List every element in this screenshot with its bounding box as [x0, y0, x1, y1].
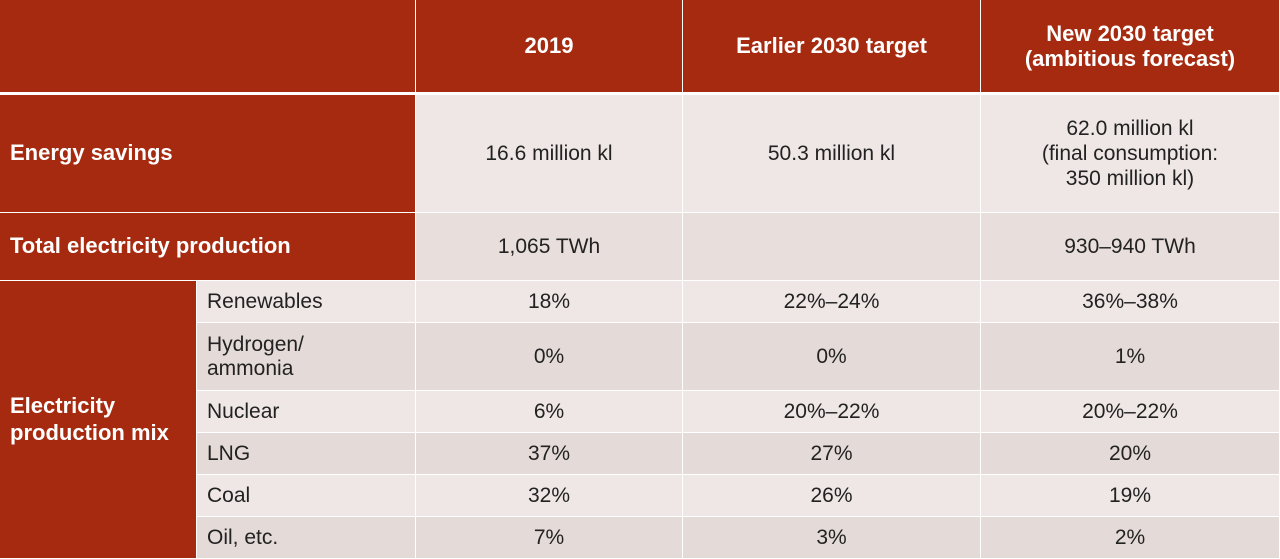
row-label-total-electricity: Total electricity production — [0, 213, 416, 281]
header-new-2030-target: New 2030 target (ambitious forecast) — [981, 0, 1280, 95]
mix-renewables-2019: 18% — [416, 281, 683, 323]
mix-lng-earlier-2030: 27% — [683, 433, 981, 475]
mix-renewables-new-2030: 36%–38% — [981, 281, 1280, 323]
mix-hydrogen-new-2030: 1% — [981, 323, 1280, 391]
mix-label-oil: Oil, etc. — [197, 517, 416, 559]
total-electricity-2019: 1,065 TWh — [416, 213, 683, 281]
header-2019: 2019 — [416, 0, 683, 95]
mix-oil-earlier-2030: 3% — [683, 517, 981, 559]
mix-oil-2019: 7% — [416, 517, 683, 559]
total-electricity-new-2030: 930–940 TWh — [981, 213, 1280, 281]
mix-lng-2019: 37% — [416, 433, 683, 475]
mix-hydrogen-2019: 0% — [416, 323, 683, 391]
row-label-energy-savings: Energy savings — [0, 95, 416, 213]
energy-savings-2019: 16.6 million kl — [416, 95, 683, 213]
row-label-electricity-mix: Electricity production mix — [0, 281, 197, 559]
header-earlier-2030-target: Earlier 2030 target — [683, 0, 981, 95]
header-empty-cell — [0, 0, 416, 95]
mix-label-nuclear: Nuclear — [197, 391, 416, 433]
mix-lng-new-2030: 20% — [981, 433, 1280, 475]
total-electricity-earlier-2030 — [683, 213, 981, 281]
mix-hydrogen-earlier-2030: 0% — [683, 323, 981, 391]
mix-label-lng: LNG — [197, 433, 416, 475]
mix-renewables-earlier-2030: 22%–24% — [683, 281, 981, 323]
mix-nuclear-earlier-2030: 20%–22% — [683, 391, 981, 433]
mix-nuclear-2019: 6% — [416, 391, 683, 433]
mix-coal-earlier-2030: 26% — [683, 475, 981, 517]
energy-savings-new-2030: 62.0 million kl (final consumption: 350 … — [981, 95, 1280, 213]
energy-savings-earlier-2030: 50.3 million kl — [683, 95, 981, 213]
mix-nuclear-new-2030: 20%–22% — [981, 391, 1280, 433]
mix-label-hydrogen-ammonia: Hydrogen/ ammonia — [197, 323, 416, 391]
mix-oil-new-2030: 2% — [981, 517, 1280, 559]
mix-label-coal: Coal — [197, 475, 416, 517]
mix-coal-2019: 32% — [416, 475, 683, 517]
mix-label-renewables: Renewables — [197, 281, 416, 323]
mix-coal-new-2030: 19% — [981, 475, 1280, 517]
